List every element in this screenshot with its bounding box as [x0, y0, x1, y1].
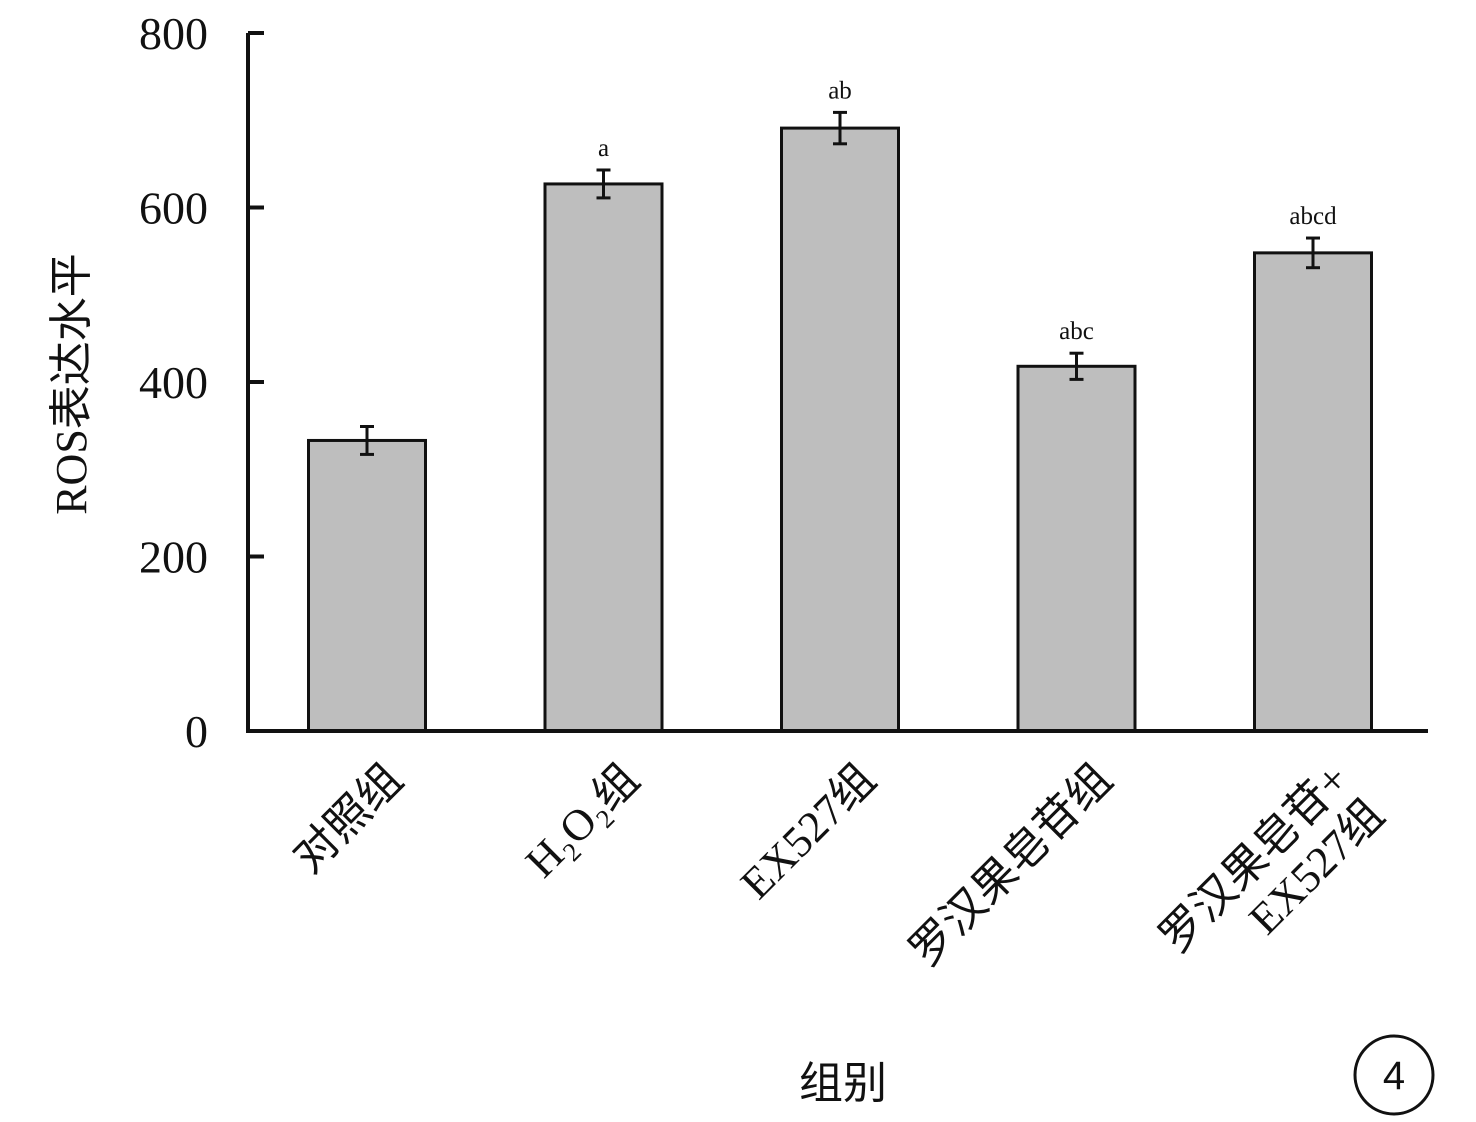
significance-label-3: ab	[828, 77, 852, 104]
x-tick-label-3-line-1: EX527组	[731, 754, 885, 908]
y-tick-label-800: 800	[139, 8, 208, 59]
bar-5	[1253, 251, 1373, 733]
x-axis-title: 组别	[799, 1059, 887, 1108]
bar-4	[1016, 364, 1137, 733]
x-tick-label-4: 罗汉果皂苷组	[900, 754, 1121, 975]
panel-badge: 4	[1353, 1034, 1435, 1116]
x-tick-label-5: 罗汉果皂苷+EX527组	[1150, 754, 1393, 962]
x-tick-label-1: 对照组	[284, 754, 412, 882]
x-tick-label-2: H₂O₂组	[516, 754, 648, 886]
y-tick-label-0: 0	[185, 706, 208, 757]
y-tick-label-600: 600	[139, 183, 208, 234]
bar-3	[780, 126, 900, 733]
x-tick-label-1-line-1: 对照组	[284, 754, 412, 882]
significance-label-4: abc	[1059, 318, 1094, 345]
panel-badge-circle	[1353, 1034, 1435, 1116]
bar-1	[307, 438, 427, 733]
bar-2	[543, 182, 664, 733]
x-tick-label-3: EX527组	[731, 754, 885, 908]
y-tick-label-200: 200	[139, 532, 208, 583]
bars-layer	[307, 110, 1373, 733]
x-tick-label-2-line-1: H₂O₂组	[516, 754, 648, 886]
y-axis-title: ROS表达水平	[47, 253, 96, 515]
significance-label-2: a	[598, 135, 609, 162]
y-tick-label-400: 400	[139, 357, 208, 408]
significance-label-5: abcd	[1289, 203, 1337, 230]
axes-layer	[246, 31, 1428, 733]
panel-badge-number: 4	[1383, 1054, 1405, 1098]
x-tick-label-4-line-1: 罗汉果皂苷组	[900, 754, 1121, 975]
